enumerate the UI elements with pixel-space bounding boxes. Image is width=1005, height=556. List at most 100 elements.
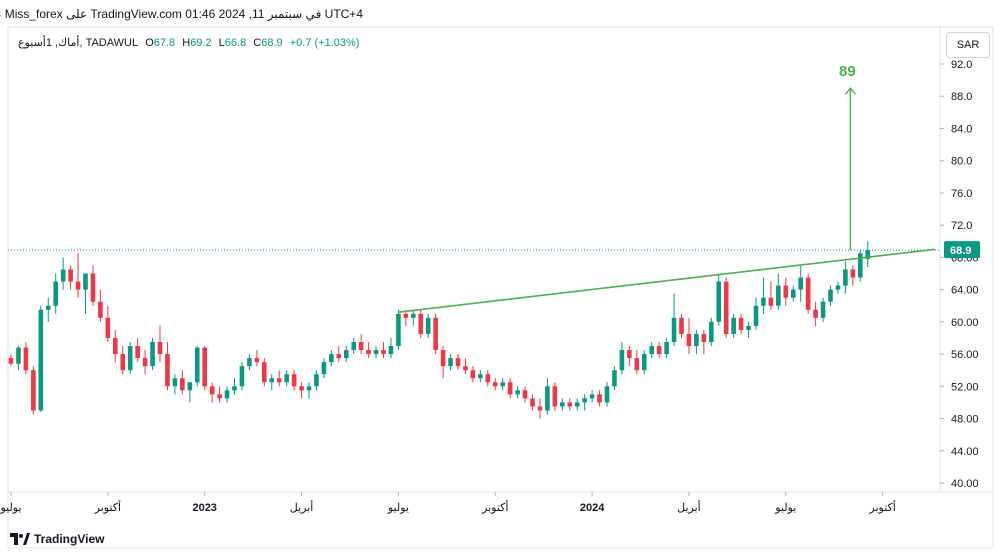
candle-body [75, 281, 81, 290]
candle-body [269, 378, 275, 383]
x-tick-label: أبريل [290, 500, 314, 514]
candle-body [284, 374, 289, 383]
currency-button[interactable]: SAR [946, 32, 990, 58]
candle-body [478, 374, 483, 379]
candle-body [23, 347, 29, 371]
candle-body [127, 346, 133, 371]
candle-body [485, 374, 491, 383]
candle-body [247, 358, 252, 367]
candle-body [403, 313, 409, 318]
y-tick-label: 60.00 [951, 317, 979, 329]
close-label: C [253, 37, 262, 49]
x-tick-label: يوليو [387, 502, 409, 514]
x-tick-label: يوليو [0, 502, 22, 514]
symbol-info: أماك, 1أسبوع, TADAWUL O67.8 H69.2 L66.8 … [18, 36, 363, 49]
y-tick-label: 56.00 [951, 349, 979, 361]
candle-body [507, 382, 513, 395]
x-tick-label: أبريل [677, 500, 701, 514]
candle-body [224, 390, 230, 399]
candle-body [16, 347, 21, 364]
candle-body [388, 346, 394, 355]
candle-body [120, 354, 126, 371]
candle-body [656, 346, 662, 355]
y-tick-label: 80.0 [951, 156, 972, 168]
x-tick-label: أكتوبر [481, 500, 508, 514]
candle-body [98, 301, 103, 318]
candle-body [217, 394, 222, 399]
candle-body [53, 281, 58, 306]
x-tick-label: يوليو [774, 502, 796, 514]
candle-body [701, 333, 707, 342]
candle-body [135, 346, 140, 359]
candle-body [60, 269, 66, 282]
candle-body [68, 269, 73, 282]
candle-body [731, 317, 736, 334]
candle-body [582, 398, 587, 403]
y-tick-label: 44.00 [951, 446, 979, 458]
y-tick-label: 88.0 [951, 91, 972, 103]
target-label: 89 [839, 63, 856, 80]
candle-body [783, 285, 789, 298]
candle-body [90, 273, 96, 302]
candle-body [619, 350, 625, 371]
y-tick-label: 40.00 [951, 478, 979, 490]
close-value: 68.9 [261, 37, 283, 49]
candle-body [820, 301, 826, 318]
x-tick-label: 2023 [192, 502, 216, 514]
candle-body [381, 350, 386, 355]
tradingview-brand[interactable]: TradingView [34, 532, 105, 546]
chart-header: نشر Miss_forex على TradingView.com 01:46… [0, 0, 1005, 28]
candle-body [433, 317, 438, 351]
candle-body [858, 253, 863, 278]
candle-body [843, 269, 848, 286]
candle-body [835, 285, 841, 290]
candle-body [336, 354, 342, 359]
candle-body [574, 402, 580, 407]
chart-frame [7, 26, 994, 549]
candle-body [612, 370, 617, 387]
candle-body [306, 386, 312, 391]
candle-body [202, 347, 207, 387]
candle-body [634, 358, 640, 371]
candle-body [463, 366, 468, 371]
candle-body [738, 317, 744, 330]
candle-body [239, 366, 245, 387]
candle-body [694, 333, 699, 347]
candle-body [716, 281, 722, 322]
candle-body [492, 382, 498, 387]
candle-body [768, 297, 774, 306]
y-tick-label: 48.00 [951, 414, 979, 426]
y-tick-label: 84.0 [951, 123, 972, 135]
candle-body [627, 350, 632, 359]
candle-body [425, 317, 431, 334]
candle-body [418, 313, 424, 334]
candle-body [753, 305, 759, 326]
candle-body [366, 350, 371, 355]
price-axis[interactable]: 40.0044.0048.0052.0056.0060.0064.0068.00… [940, 59, 979, 490]
x-tick-label: أكتوبر [868, 500, 895, 514]
candle-body [761, 297, 766, 306]
candle-body [522, 390, 528, 399]
footer: TradingView [10, 530, 104, 548]
candle-body [455, 358, 461, 367]
candle-body [343, 350, 349, 359]
candle-body [38, 309, 44, 411]
candle-body [165, 354, 170, 387]
candle-body [172, 378, 178, 387]
candle-body [679, 317, 684, 334]
candle-body [142, 358, 148, 367]
candle-body [865, 250, 871, 259]
time-axis[interactable]: يوليو أكتوبر 2023 أبريل يوليو أكتوبر 2024 أبريل… [0, 492, 896, 514]
candle-body [723, 281, 729, 334]
tradingview-logo-icon[interactable] [10, 533, 30, 545]
candle-body [187, 382, 193, 391]
x-tick-label: 2024 [580, 502, 605, 514]
symbol-name[interactable]: أماك, 1أسبوع, TADAWUL [18, 37, 139, 49]
high-value: 69.2 [190, 37, 212, 49]
candle-body [411, 313, 416, 318]
candle-body [850, 269, 856, 278]
low-value: 66.8 [224, 37, 247, 49]
candle-body [351, 341, 356, 351]
candle-body [45, 305, 51, 310]
